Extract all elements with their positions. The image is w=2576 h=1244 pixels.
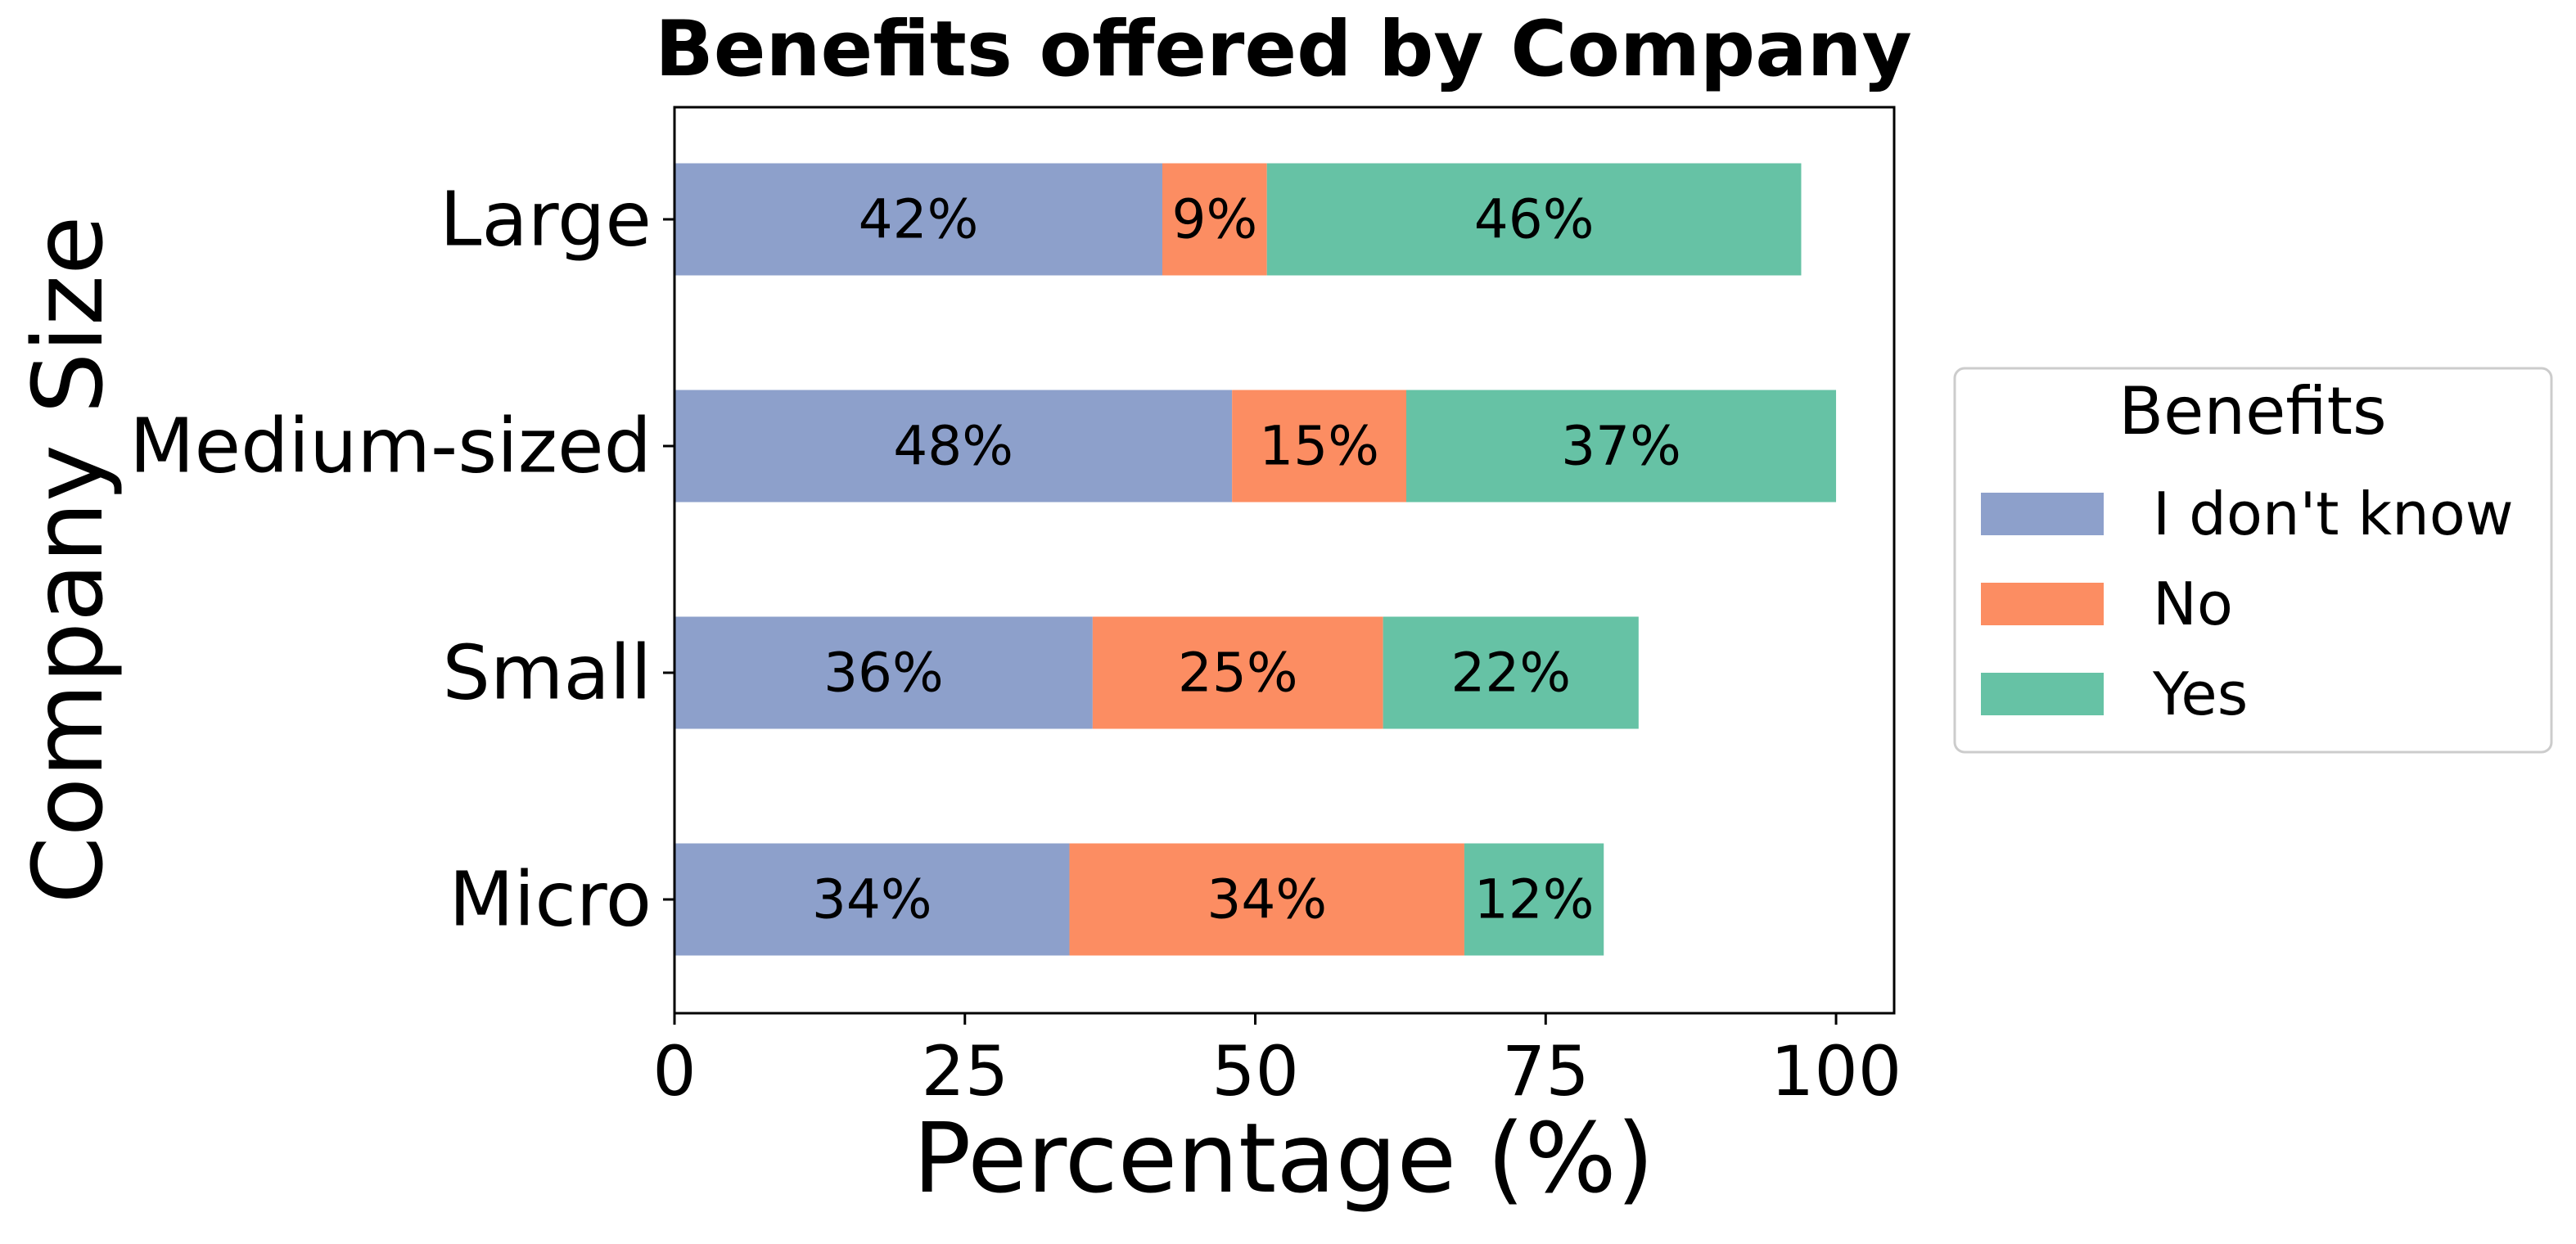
x-tick-label-50: 50 (1211, 1031, 1299, 1111)
y-tick-label-micro: Micro (449, 856, 652, 944)
y-tick-label-small: Small (442, 629, 652, 717)
data-label-micro-no: 34% (1207, 868, 1327, 931)
legend-label-no: No (2153, 570, 2233, 638)
data-label-large-yes: 46% (1474, 188, 1595, 251)
bar-small-no (1092, 616, 1383, 729)
y-tick-label-large: Large (440, 176, 652, 264)
x-tick-label-25: 25 (921, 1031, 1008, 1111)
plot-frame (673, 106, 1896, 1015)
bar-large-no (1162, 163, 1267, 276)
ticks-layer: Micro Small Medium-sized Large 0 25 50 75 100 (129, 176, 1902, 1112)
x-tick-label-75: 75 (1502, 1031, 1590, 1111)
x-axis-label: Percentage (%) (913, 1102, 1654, 1215)
data-label-micro-yes: 12% (1474, 868, 1595, 931)
data-label-medium-sized-no: 15% (1259, 415, 1379, 478)
legend-swatch-no (1981, 583, 2104, 625)
data-label-large-no: 9% (1171, 188, 1257, 251)
bar-micro-i-don-t-know (674, 843, 1070, 956)
legend-title: Benefits (2118, 373, 2386, 449)
data-label-medium-sized-i-don-t-know: 48% (893, 415, 1013, 478)
legend-frame (1953, 367, 2553, 754)
data-label-micro-i-don-t-know: 34% (812, 868, 932, 931)
legend-swatch-yes (1981, 673, 2104, 715)
bars-layer: 34% 34% 12% 36% 25% 22% 48% 15% 37% 42% 9% 46% (674, 163, 1837, 956)
legend-label-i-dont-know: I don't know (2153, 480, 2514, 548)
data-label-large-i-don-t-know: 42% (859, 188, 979, 251)
bar-small-i-don-t-know (674, 616, 1093, 729)
data-label-small-yes: 22% (1450, 642, 1571, 705)
chart-title: Benefits offered by Company (655, 5, 1912, 94)
x-tick-label-0: 0 (652, 1031, 696, 1111)
bar-medium-sized-i-don-t-know (674, 390, 1233, 503)
bar-medium-sized-no (1232, 390, 1406, 503)
y-tick-label-medium-sized: Medium-sized (129, 403, 652, 490)
legend-swatch-i-dont-know (1981, 493, 2104, 535)
data-label-small-no: 25% (1178, 642, 1298, 705)
legend: Benefits I don't know No Yes (1953, 367, 2553, 754)
bar-micro-yes (1464, 843, 1604, 956)
bar-micro-no (1069, 843, 1464, 956)
bar-large-yes (1266, 163, 1802, 276)
legend-label-yes: Yes (2152, 660, 2248, 728)
bar-small-yes (1383, 616, 1639, 729)
bar-large-i-don-t-know (674, 163, 1162, 276)
data-label-small-i-don-t-know: 36% (823, 642, 944, 705)
y-axis-label: Company Size (11, 215, 124, 904)
data-label-medium-sized-yes: 37% (1561, 415, 1681, 478)
bar-medium-sized-yes (1406, 390, 1837, 503)
x-tick-label-100: 100 (1771, 1031, 1902, 1111)
